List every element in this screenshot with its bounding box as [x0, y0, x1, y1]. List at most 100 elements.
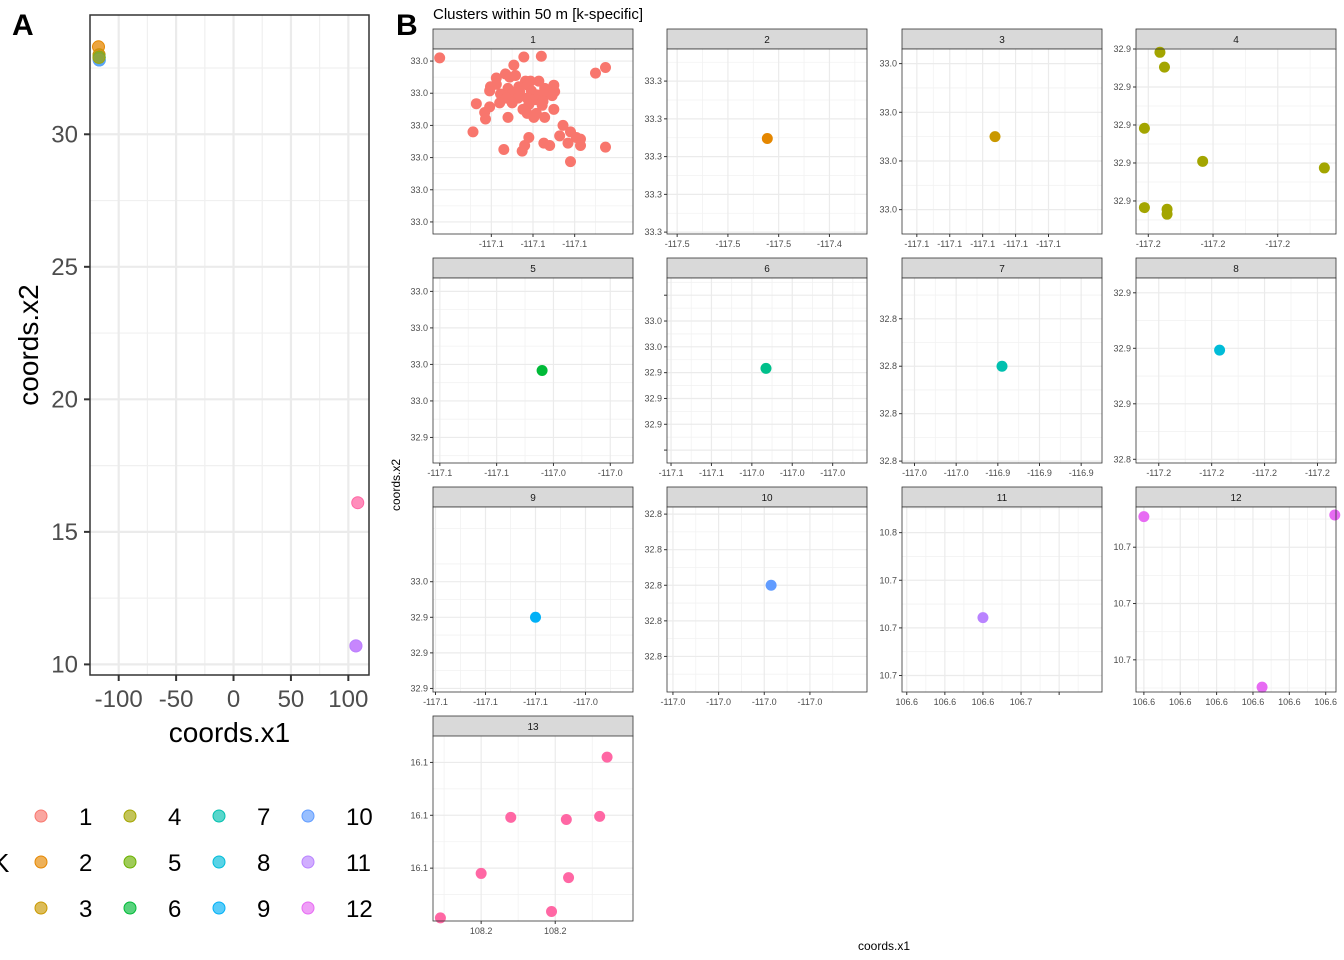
x-tick-label: 106.6 [1169, 697, 1192, 707]
y-tick-label: 32.8 [644, 616, 662, 626]
data-point [535, 50, 547, 62]
data-point [518, 51, 530, 63]
y-tick-label: 32.9 [644, 419, 662, 429]
x-tick-label: -117.0 [573, 697, 598, 707]
facet-8: 8 -117.2 -117.2 -117.2 -117.2 32.8 32.9 32.9 32.… [1113, 257, 1337, 478]
data-point [1197, 155, 1209, 167]
x-tick-label: -117.1 [521, 239, 546, 249]
facet-strip-label: 11 [997, 493, 1008, 504]
y-tick-label: 32.9 [410, 648, 428, 658]
x-tick-label: -117.0 [780, 468, 805, 478]
y-tick-label: 32.8 [644, 651, 662, 661]
legend-key [212, 901, 226, 915]
panel-border [666, 277, 868, 464]
legend-label: 8 [257, 850, 270, 877]
facet-12: 12 106.6 106.6 106.6 106.6 106.6 106.6 10.7 10.7… [1113, 486, 1341, 707]
x-tick-label: 106.6 [1278, 697, 1301, 707]
data-point [1256, 681, 1268, 693]
y-tick-label: 25 [51, 254, 78, 281]
x-tick-label: -117.1 [970, 239, 995, 249]
y-tick-label: 32.8 [879, 456, 897, 466]
panel-border [432, 277, 634, 464]
y-tick-label: 32.8 [644, 545, 662, 555]
data-point [536, 365, 548, 376]
data-point [467, 126, 479, 138]
panel-border [901, 506, 1103, 693]
panel-border [901, 48, 1103, 235]
data-point [546, 90, 558, 102]
y-tick-label: 33.0 [410, 153, 428, 163]
y-tick-label: 33.0 [644, 342, 662, 352]
x-tick-label: 106.6 [1205, 697, 1228, 707]
y-tick-label: 32.8 [644, 580, 662, 590]
y-tick-label: 33.0 [410, 286, 428, 296]
panel-background [1136, 49, 1336, 234]
x-tick-label: 108.2 [470, 926, 493, 936]
x-tick-label: 106.6 [1133, 697, 1156, 707]
x-tick-label: -117.0 [706, 697, 731, 707]
plot-background [90, 15, 369, 675]
data-point [1329, 509, 1341, 521]
data-point [1154, 46, 1166, 58]
panel-border [432, 506, 634, 693]
y-tick-label: 32.9 [1113, 196, 1131, 206]
data-point [470, 98, 482, 110]
y-tick-label: 33.3 [644, 152, 662, 162]
y-tick-label: 32.9 [1113, 44, 1131, 54]
x-axis-title: coords.x1 [858, 939, 910, 953]
y-tick-label: 32.8 [879, 314, 897, 324]
legend-label: 7 [257, 804, 270, 831]
facet-10: 10 -117.0 -117.0 -117.0 -117.0 32.8 32.8 32.8 32… [644, 486, 868, 707]
panel-background [433, 736, 633, 921]
data-point [563, 872, 575, 884]
y-tick-label: 32.9 [1113, 82, 1131, 92]
facet-strip-label: 5 [530, 264, 536, 275]
x-tick-label: -117.2 [1136, 239, 1161, 249]
panel-border [1135, 506, 1337, 693]
x-tick-label: -117.1 [699, 468, 724, 478]
data-point [1158, 61, 1170, 73]
panel-b-facets: Clusters within 50 m [k-specific] coords.… [389, 6, 1341, 953]
data-point [601, 751, 613, 763]
y-tick-label: 10.7 [879, 671, 897, 681]
data-point [349, 639, 363, 653]
panel-b-label: B [396, 9, 418, 42]
x-tick-label: 0 [227, 686, 240, 713]
legend-key [212, 855, 226, 869]
data-point [508, 59, 520, 71]
x-tick-label: -117.1 [937, 239, 962, 249]
y-tick-label: 32.9 [644, 393, 662, 403]
x-tick-label: -117.5 [665, 239, 690, 249]
x-tick-label: -117.2 [1252, 468, 1277, 478]
data-point [536, 99, 548, 111]
data-point [765, 579, 777, 591]
x-tick-label: -117.0 [541, 468, 566, 478]
y-tick-label: 32.9 [1113, 343, 1131, 353]
facet-strip-label: 6 [764, 264, 770, 275]
y-tick-label: 32.8 [879, 361, 897, 371]
data-point [560, 814, 572, 826]
y-tick-label: 10.7 [1113, 542, 1131, 552]
y-tick-label: 16.1 [410, 757, 428, 767]
facet-strip-label: 3 [999, 35, 1005, 46]
facet-strip-label: 10 [761, 493, 773, 504]
y-tick-label: 10.7 [879, 575, 897, 585]
data-point [548, 103, 560, 115]
facet-4: 4 -117.2 -117.2 -117.2 32.9 32.9 32.9 32.9 32.9 [1113, 28, 1337, 249]
y-tick-label: 10.7 [1113, 599, 1131, 609]
x-tick-label: -117.0 [820, 468, 845, 478]
data-point [510, 70, 521, 82]
facet-6: 6 -117.1 -117.1 -117.0 -117.0 -117.0 32.9 32.9 3… [644, 257, 868, 478]
x-tick-label: -117.1 [1003, 239, 1028, 249]
data-point [1138, 511, 1150, 523]
x-tick-label: 50 [278, 686, 305, 713]
y-tick-label: 33.0 [644, 316, 662, 326]
y-tick-label: 32.9 [410, 432, 428, 442]
data-point [494, 97, 506, 109]
panel-background [1136, 507, 1336, 692]
y-tick-label: 33.3 [644, 114, 662, 124]
legend-label: 3 [79, 896, 92, 923]
data-point [519, 140, 531, 152]
